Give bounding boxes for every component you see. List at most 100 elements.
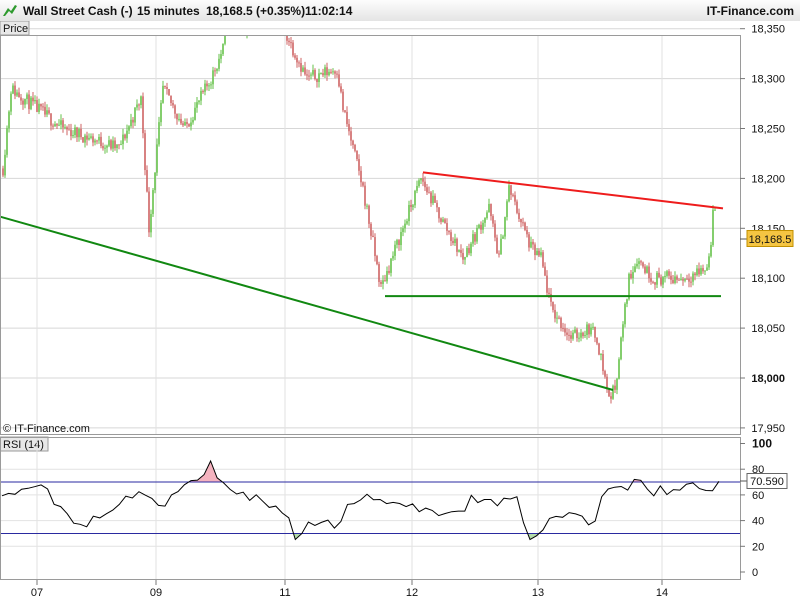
candle-body — [218, 58, 220, 69]
candle-body — [56, 124, 58, 126]
trendlines — [0, 171, 724, 391]
candle-body — [314, 70, 316, 79]
chart-header: Wall Street Cash (-) 15 minutes 18,168.5… — [0, 0, 800, 22]
candle-body — [622, 324, 624, 338]
candle-body — [628, 273, 630, 300]
candle-body — [692, 273, 694, 282]
candle-body — [394, 244, 396, 256]
candle-body — [72, 135, 74, 137]
candle-body — [110, 140, 112, 149]
candle-body — [62, 120, 64, 128]
candle-body — [688, 278, 690, 282]
candle-body — [442, 219, 444, 222]
rsi-line — [1, 459, 720, 541]
candle-body — [654, 282, 656, 285]
candle-body — [348, 124, 350, 132]
rsi-gridlines — [0, 437, 740, 580]
candle-body — [434, 195, 436, 203]
candle-body — [174, 105, 176, 114]
candle-body — [34, 100, 36, 102]
copyright-text: © IT-Finance.com — [3, 423, 90, 435]
candle-body — [426, 187, 428, 193]
candle-body — [568, 334, 570, 336]
candle-body — [224, 35, 226, 44]
candle-body — [696, 268, 698, 276]
candle-body — [372, 235, 374, 238]
candle-body — [446, 223, 448, 231]
candle-body — [630, 273, 632, 279]
candle-body — [562, 327, 564, 329]
candle-body — [210, 84, 212, 86]
candle-body — [86, 135, 88, 140]
candle-body — [304, 67, 306, 75]
candle-body — [180, 118, 182, 124]
candle-body — [130, 119, 132, 127]
candle-body — [306, 74, 308, 76]
candle-body — [504, 217, 506, 237]
candle-body — [364, 185, 366, 206]
candle-body — [534, 244, 536, 256]
candle-body — [36, 100, 38, 112]
candle-body — [312, 70, 314, 75]
candle-body — [328, 71, 330, 76]
candle-body — [592, 326, 594, 328]
candle-body — [662, 277, 664, 285]
candle-body — [656, 272, 658, 285]
candle-body — [10, 93, 12, 112]
candle-body — [208, 85, 210, 87]
candle-body — [614, 385, 616, 390]
time-label: 11:02:14 — [305, 4, 353, 18]
time-tick-label: 13 — [532, 587, 544, 599]
candle-body — [664, 275, 666, 278]
candle-body — [564, 328, 566, 333]
candle-body — [636, 263, 638, 267]
candle-body — [368, 205, 370, 224]
candle-body — [530, 241, 532, 248]
candle-body — [680, 279, 682, 281]
candle-body — [470, 243, 472, 254]
candle-body — [416, 186, 418, 191]
candle-body — [472, 234, 474, 244]
candle-body — [414, 190, 416, 206]
candle-body — [644, 266, 646, 273]
candle-body — [350, 131, 352, 141]
candle-body — [384, 280, 386, 282]
candle-body — [26, 94, 28, 100]
rsi-oversold-fill — [527, 533, 539, 540]
chart-area[interactable]: Price © IT-Finance.com 18,40018,35018,30… — [0, 21, 800, 600]
candle-body — [524, 222, 526, 230]
candle-body — [380, 281, 382, 284]
candle-body — [590, 327, 592, 335]
candle-body — [76, 127, 78, 138]
candle-body — [302, 67, 304, 72]
candle-body — [90, 136, 92, 138]
candle-body — [428, 192, 430, 194]
candle-body — [512, 194, 514, 196]
candle-body — [202, 91, 204, 93]
candle-body — [6, 128, 8, 155]
candle-body — [500, 238, 502, 255]
candle-body — [684, 278, 686, 281]
price-tick-label: 18,200 — [751, 173, 785, 185]
candle-body — [714, 209, 716, 211]
candle-body — [582, 332, 584, 337]
candle-body — [552, 301, 554, 310]
candle-body — [80, 128, 82, 138]
time-tick-label: 07 — [31, 587, 43, 599]
candle-body — [496, 237, 498, 254]
candle-body — [28, 94, 30, 110]
candle-body — [16, 92, 18, 96]
price-panel-tab[interactable] — [0, 21, 30, 36]
candle-body — [222, 43, 224, 55]
candle-body — [308, 75, 310, 77]
candle-body — [354, 144, 356, 151]
rsi-tick-label: 60 — [752, 490, 764, 502]
candle-body — [168, 88, 170, 96]
candle-body — [106, 145, 108, 148]
candle-body — [192, 119, 194, 123]
candle-body — [220, 54, 222, 59]
candle-body — [498, 253, 500, 255]
price-tick-label: 18,300 — [751, 74, 785, 86]
candle-body — [448, 230, 450, 233]
candle-body — [648, 266, 650, 279]
